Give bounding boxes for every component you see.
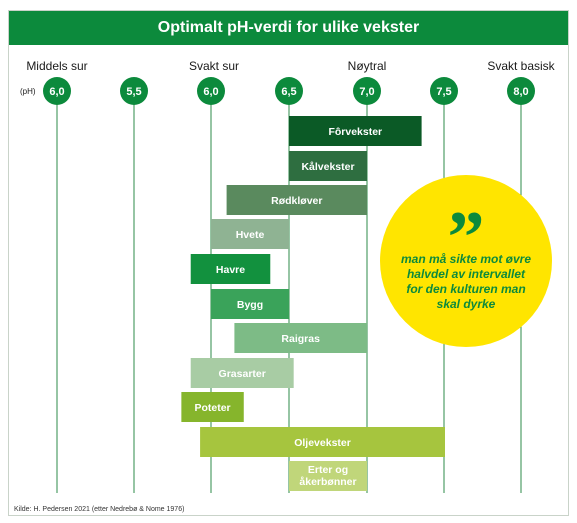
tick-label: 6,0 — [203, 86, 218, 98]
tick-label: 5,5 — [126, 86, 141, 98]
tick-label: 6,5 — [281, 86, 296, 98]
chart-title: Optimalt pH-verdi for ulike vekster — [9, 11, 568, 45]
zone-label: Svakt basisk — [487, 59, 555, 73]
callout-text: man må sikte mot øvre halvdel av interval… — [401, 252, 531, 311]
tick-circle — [120, 77, 148, 105]
bar — [211, 219, 289, 249]
tick-circle — [275, 77, 303, 105]
bar-label: Bygg — [237, 299, 263, 311]
unit-label: (pH) — [20, 87, 36, 96]
bar-label: Raigras — [281, 333, 320, 345]
bar — [211, 289, 289, 319]
bar — [289, 461, 367, 491]
bar — [234, 323, 367, 353]
bar — [226, 185, 367, 215]
bar-label: Oljevekster — [294, 437, 351, 449]
bar — [289, 116, 422, 146]
bar — [200, 427, 445, 457]
tick-circle — [430, 77, 458, 105]
bar — [289, 151, 367, 181]
quote-icon: ” — [448, 197, 485, 279]
tick-circle — [353, 77, 381, 105]
bar-label: Kålvekster — [301, 161, 354, 173]
zone-label: Middels sur — [26, 59, 87, 73]
bar-label: Havre — [216, 264, 245, 276]
bar-label: Rødkløver — [271, 195, 322, 207]
zone-label: Nøytral — [348, 59, 387, 73]
bar-label: Hvete — [236, 229, 265, 241]
tick-circle — [197, 77, 225, 105]
bar — [181, 392, 244, 422]
bar-label: Fôrvekster — [328, 126, 382, 138]
tick-circle — [507, 77, 535, 105]
tick-label: 6,0 — [49, 86, 64, 98]
bar-label: Erter og åkerbønner — [299, 464, 356, 488]
bar — [190, 358, 294, 388]
tick-label: 7,0 — [359, 86, 374, 98]
tick-label: 8,0 — [513, 86, 528, 98]
bar-label: Grasarter — [219, 368, 266, 380]
bar-label: Poteter — [194, 402, 230, 414]
source-note: Kilde: H. Pedersen 2021 (etter Nedrebø &… — [14, 506, 184, 513]
bar — [190, 254, 271, 284]
tick-label: 7,5 — [436, 86, 451, 98]
zone-label: Svakt sur — [189, 59, 239, 73]
callout-circle — [380, 175, 552, 347]
tick-circle — [43, 77, 71, 105]
